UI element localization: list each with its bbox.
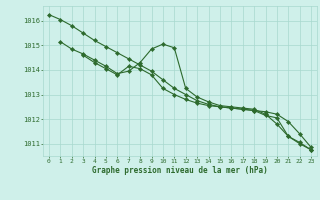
X-axis label: Graphe pression niveau de la mer (hPa): Graphe pression niveau de la mer (hPa) (92, 166, 268, 175)
